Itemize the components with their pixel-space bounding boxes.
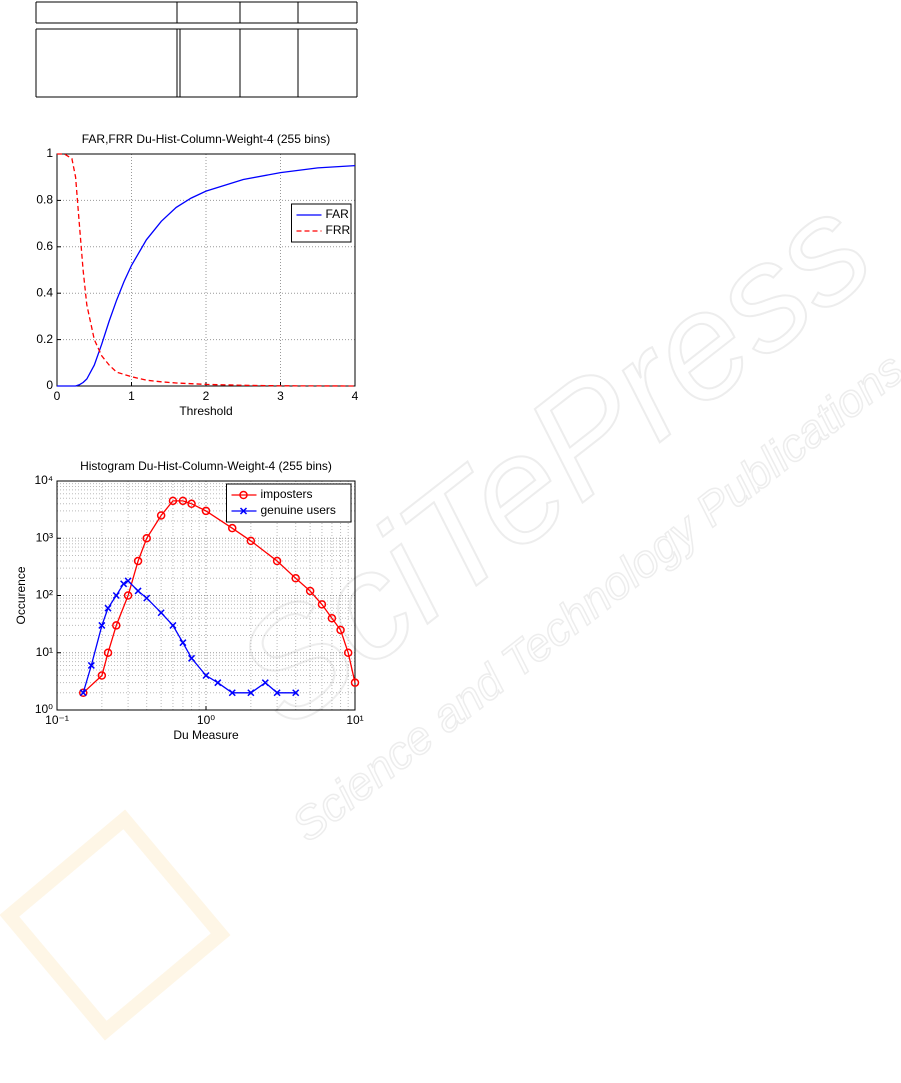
y-tick-label: 0.6 (36, 239, 53, 253)
series-line (57, 153, 356, 387)
x-tick-label: 0 (54, 389, 61, 403)
marker (343, 648, 353, 657)
marker (142, 534, 151, 543)
marker (104, 604, 112, 612)
marker (157, 609, 165, 617)
marker (292, 689, 300, 697)
marker (350, 678, 360, 687)
marker (246, 536, 256, 546)
y-tick-label: 0.8 (36, 193, 53, 207)
marker (305, 586, 315, 596)
marker (134, 587, 142, 595)
series-line (57, 164, 356, 387)
marker (327, 614, 337, 623)
x-tick-label: 10¹ (346, 713, 363, 727)
y-tick-label: 10⁰ (35, 702, 53, 716)
chart: FAR,FRR Du-Hist-Column-Weight-4 (255 bin… (36, 132, 358, 418)
marker (123, 591, 133, 600)
marker (169, 621, 177, 629)
marker (120, 580, 128, 588)
marker (291, 574, 300, 583)
marker (103, 648, 113, 657)
legend-label: imposters (261, 487, 313, 501)
marker (261, 679, 269, 687)
legend-marker (239, 507, 248, 515)
x-axis-label: Du Measure (173, 728, 239, 742)
legend-label: FAR (326, 207, 350, 221)
x-tick-label: 3 (277, 389, 284, 403)
y-tick-label: 10² (36, 588, 53, 602)
y-tick-label: 10³ (36, 530, 53, 544)
marker (112, 591, 120, 600)
marker (78, 688, 88, 698)
marker (178, 496, 188, 506)
chart-title: FAR,FRR Du-Hist-Column-Weight-4 (255 bin… (82, 132, 331, 146)
marker (98, 621, 106, 629)
y-tick-label: 10¹ (36, 645, 53, 659)
marker (87, 661, 95, 669)
marker (247, 689, 255, 697)
marker (156, 511, 166, 520)
plot-frame (56, 153, 356, 387)
marker (168, 496, 178, 506)
legend-box (226, 483, 352, 523)
marker (336, 625, 345, 635)
x-axis-label: Threshold (179, 404, 232, 418)
marker (228, 689, 236, 697)
legend-label: FRR (326, 223, 351, 237)
chart: Histogram Du-Hist-Column-Weight-4 (255 b… (14, 459, 364, 742)
y-tick-label: 0.4 (36, 285, 53, 299)
legend-box (291, 203, 352, 243)
marker (79, 689, 87, 697)
x-tick-label: 4 (352, 389, 359, 403)
marker (97, 671, 107, 680)
x-tick-label: 10⁰ (197, 713, 215, 727)
marker (202, 672, 210, 680)
legend-label: genuine users (261, 503, 336, 517)
legend-marker (239, 490, 248, 500)
y-tick-label: 0 (46, 378, 53, 392)
x-tick-label: 10⁻¹ (45, 713, 69, 727)
marker (179, 639, 187, 647)
y-tick-label: 10⁴ (34, 473, 53, 487)
plot-frame (56, 480, 356, 711)
marker (133, 556, 143, 566)
marker (124, 577, 132, 585)
x-tick-label: 1 (128, 389, 135, 403)
marker (273, 689, 281, 697)
marker (187, 499, 196, 509)
marker (272, 556, 282, 566)
marker (112, 621, 121, 630)
marker (317, 600, 327, 609)
marker (227, 523, 237, 533)
marker (214, 679, 222, 687)
watermark: SciTePress Science and Technology Public… (0, 161, 901, 1041)
series-line (82, 500, 356, 694)
marker (188, 654, 196, 662)
chart-title: Histogram Du-Hist-Column-Weight-4 (255 b… (80, 459, 332, 473)
table-frame (35, 1, 358, 98)
marker (143, 594, 151, 602)
y-tick-label: 0.2 (36, 332, 53, 346)
x-tick-label: 2 (203, 389, 210, 403)
y-axis-label: Occurence (14, 566, 28, 624)
marker (201, 506, 211, 516)
watermark-shape (0, 809, 231, 1041)
y-tick-label: 1 (46, 146, 53, 160)
